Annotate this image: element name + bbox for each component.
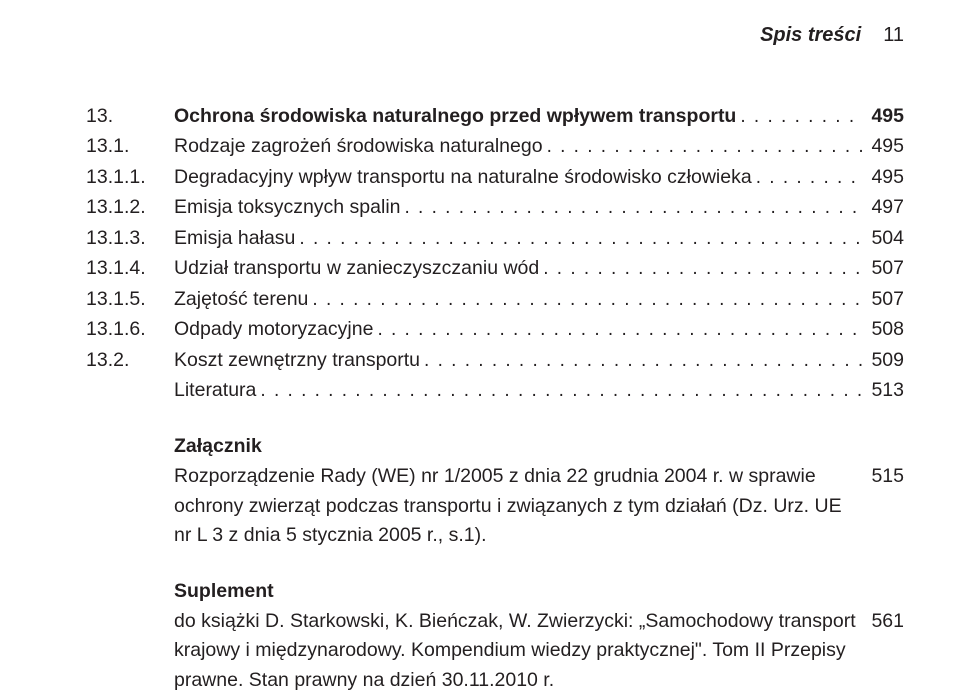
toc-number: 13.1.6. <box>86 314 174 344</box>
toc-leader-dots <box>256 376 864 405</box>
toc-page: 495 <box>864 101 904 131</box>
toc-page: 497 <box>864 192 904 222</box>
supplement-body: do książki D. Starkowski, K. Bieńczak, W… <box>174 610 856 691</box>
toc-leader-dots <box>736 102 864 131</box>
table-of-contents: 13.Ochrona środowiska naturalnego przed … <box>86 101 904 405</box>
toc-label: Koszt zewnętrzny transportu <box>174 345 420 375</box>
toc-row: 13.Ochrona środowiska naturalnego przed … <box>86 101 904 131</box>
toc-number: 13.1.5. <box>86 284 174 314</box>
toc-page: 507 <box>864 253 904 283</box>
toc-page: 504 <box>864 223 904 253</box>
toc-leader-dots <box>543 132 864 161</box>
toc-number: 13.1.3. <box>86 223 174 253</box>
toc-label: Zajętość terenu <box>174 284 308 314</box>
appendix-text: Rozporządzenie Rady (WE) nr 1/2005 z dni… <box>174 462 904 550</box>
supplement-heading: Suplement <box>174 580 904 603</box>
toc-label: Degradacyjny wpływ transportu na natural… <box>174 162 752 192</box>
toc-page: 509 <box>864 345 904 375</box>
toc-label: Udział transportu w zanieczyszczaniu wód <box>174 253 539 283</box>
toc-number: 13.1.2. <box>86 192 174 222</box>
appendix-body: Rozporządzenie Rady (WE) nr 1/2005 z dni… <box>174 465 842 546</box>
toc-row: 13.1.5.Zajętość terenu 507 <box>86 284 904 314</box>
toc-label: Emisja toksycznych spalin <box>174 192 401 222</box>
header-page-number: 11 <box>883 24 904 47</box>
toc-row: 13.1.2.Emisja toksycznych spalin 497 <box>86 192 904 222</box>
toc-number: 13.1.4. <box>86 253 174 283</box>
toc-row: 13.1.4.Udział transportu w zanieczyszcza… <box>86 253 904 283</box>
toc-number: 13. <box>86 101 174 131</box>
toc-label: Emisja hałasu <box>174 223 295 253</box>
toc-leader-dots <box>373 315 864 344</box>
toc-row: 13.1.3.Emisja hałasu 504 <box>86 223 904 253</box>
toc-leader-dots <box>401 193 865 222</box>
toc-number: 13.1. <box>86 131 174 161</box>
page-header: Spis treści 11 <box>86 24 904 47</box>
toc-page: 495 <box>864 131 904 161</box>
toc-leader-dots <box>295 224 864 253</box>
toc-row: 13.1.6.Odpady motoryzacyjne 508 <box>86 314 904 344</box>
toc-row: 13.1.1.Degradacyjny wpływ transportu na … <box>86 162 904 192</box>
supplement-page: 561 <box>871 607 904 636</box>
header-title: Spis treści <box>760 24 861 47</box>
appendix-page: 515 <box>871 462 904 491</box>
toc-number: 13.2. <box>86 345 174 375</box>
toc-leader-dots <box>420 346 864 375</box>
toc-number: 13.1.1. <box>86 162 174 192</box>
toc-leader-dots <box>308 285 864 314</box>
toc-page: 507 <box>864 284 904 314</box>
toc-row: Literatura 513 <box>86 375 904 405</box>
toc-label: Literatura <box>174 375 256 405</box>
toc-leader-dots <box>752 163 864 192</box>
toc-row: 13.1.Rodzaje zagrożeń środowiska natural… <box>86 131 904 161</box>
toc-page: 513 <box>864 375 904 405</box>
supplement-text: do książki D. Starkowski, K. Bieńczak, W… <box>174 607 904 695</box>
toc-leader-dots <box>539 254 864 283</box>
toc-page: 495 <box>864 162 904 192</box>
appendix-heading: Załącznik <box>174 435 904 458</box>
toc-label: Rodzaje zagrożeń środowiska naturalnego <box>174 131 543 161</box>
toc-page: 508 <box>864 314 904 344</box>
toc-label: Ochrona środowiska naturalnego przed wpł… <box>174 101 736 131</box>
toc-row: 13.2.Koszt zewnętrzny transportu 509 <box>86 345 904 375</box>
toc-label: Odpady motoryzacyjne <box>174 314 373 344</box>
